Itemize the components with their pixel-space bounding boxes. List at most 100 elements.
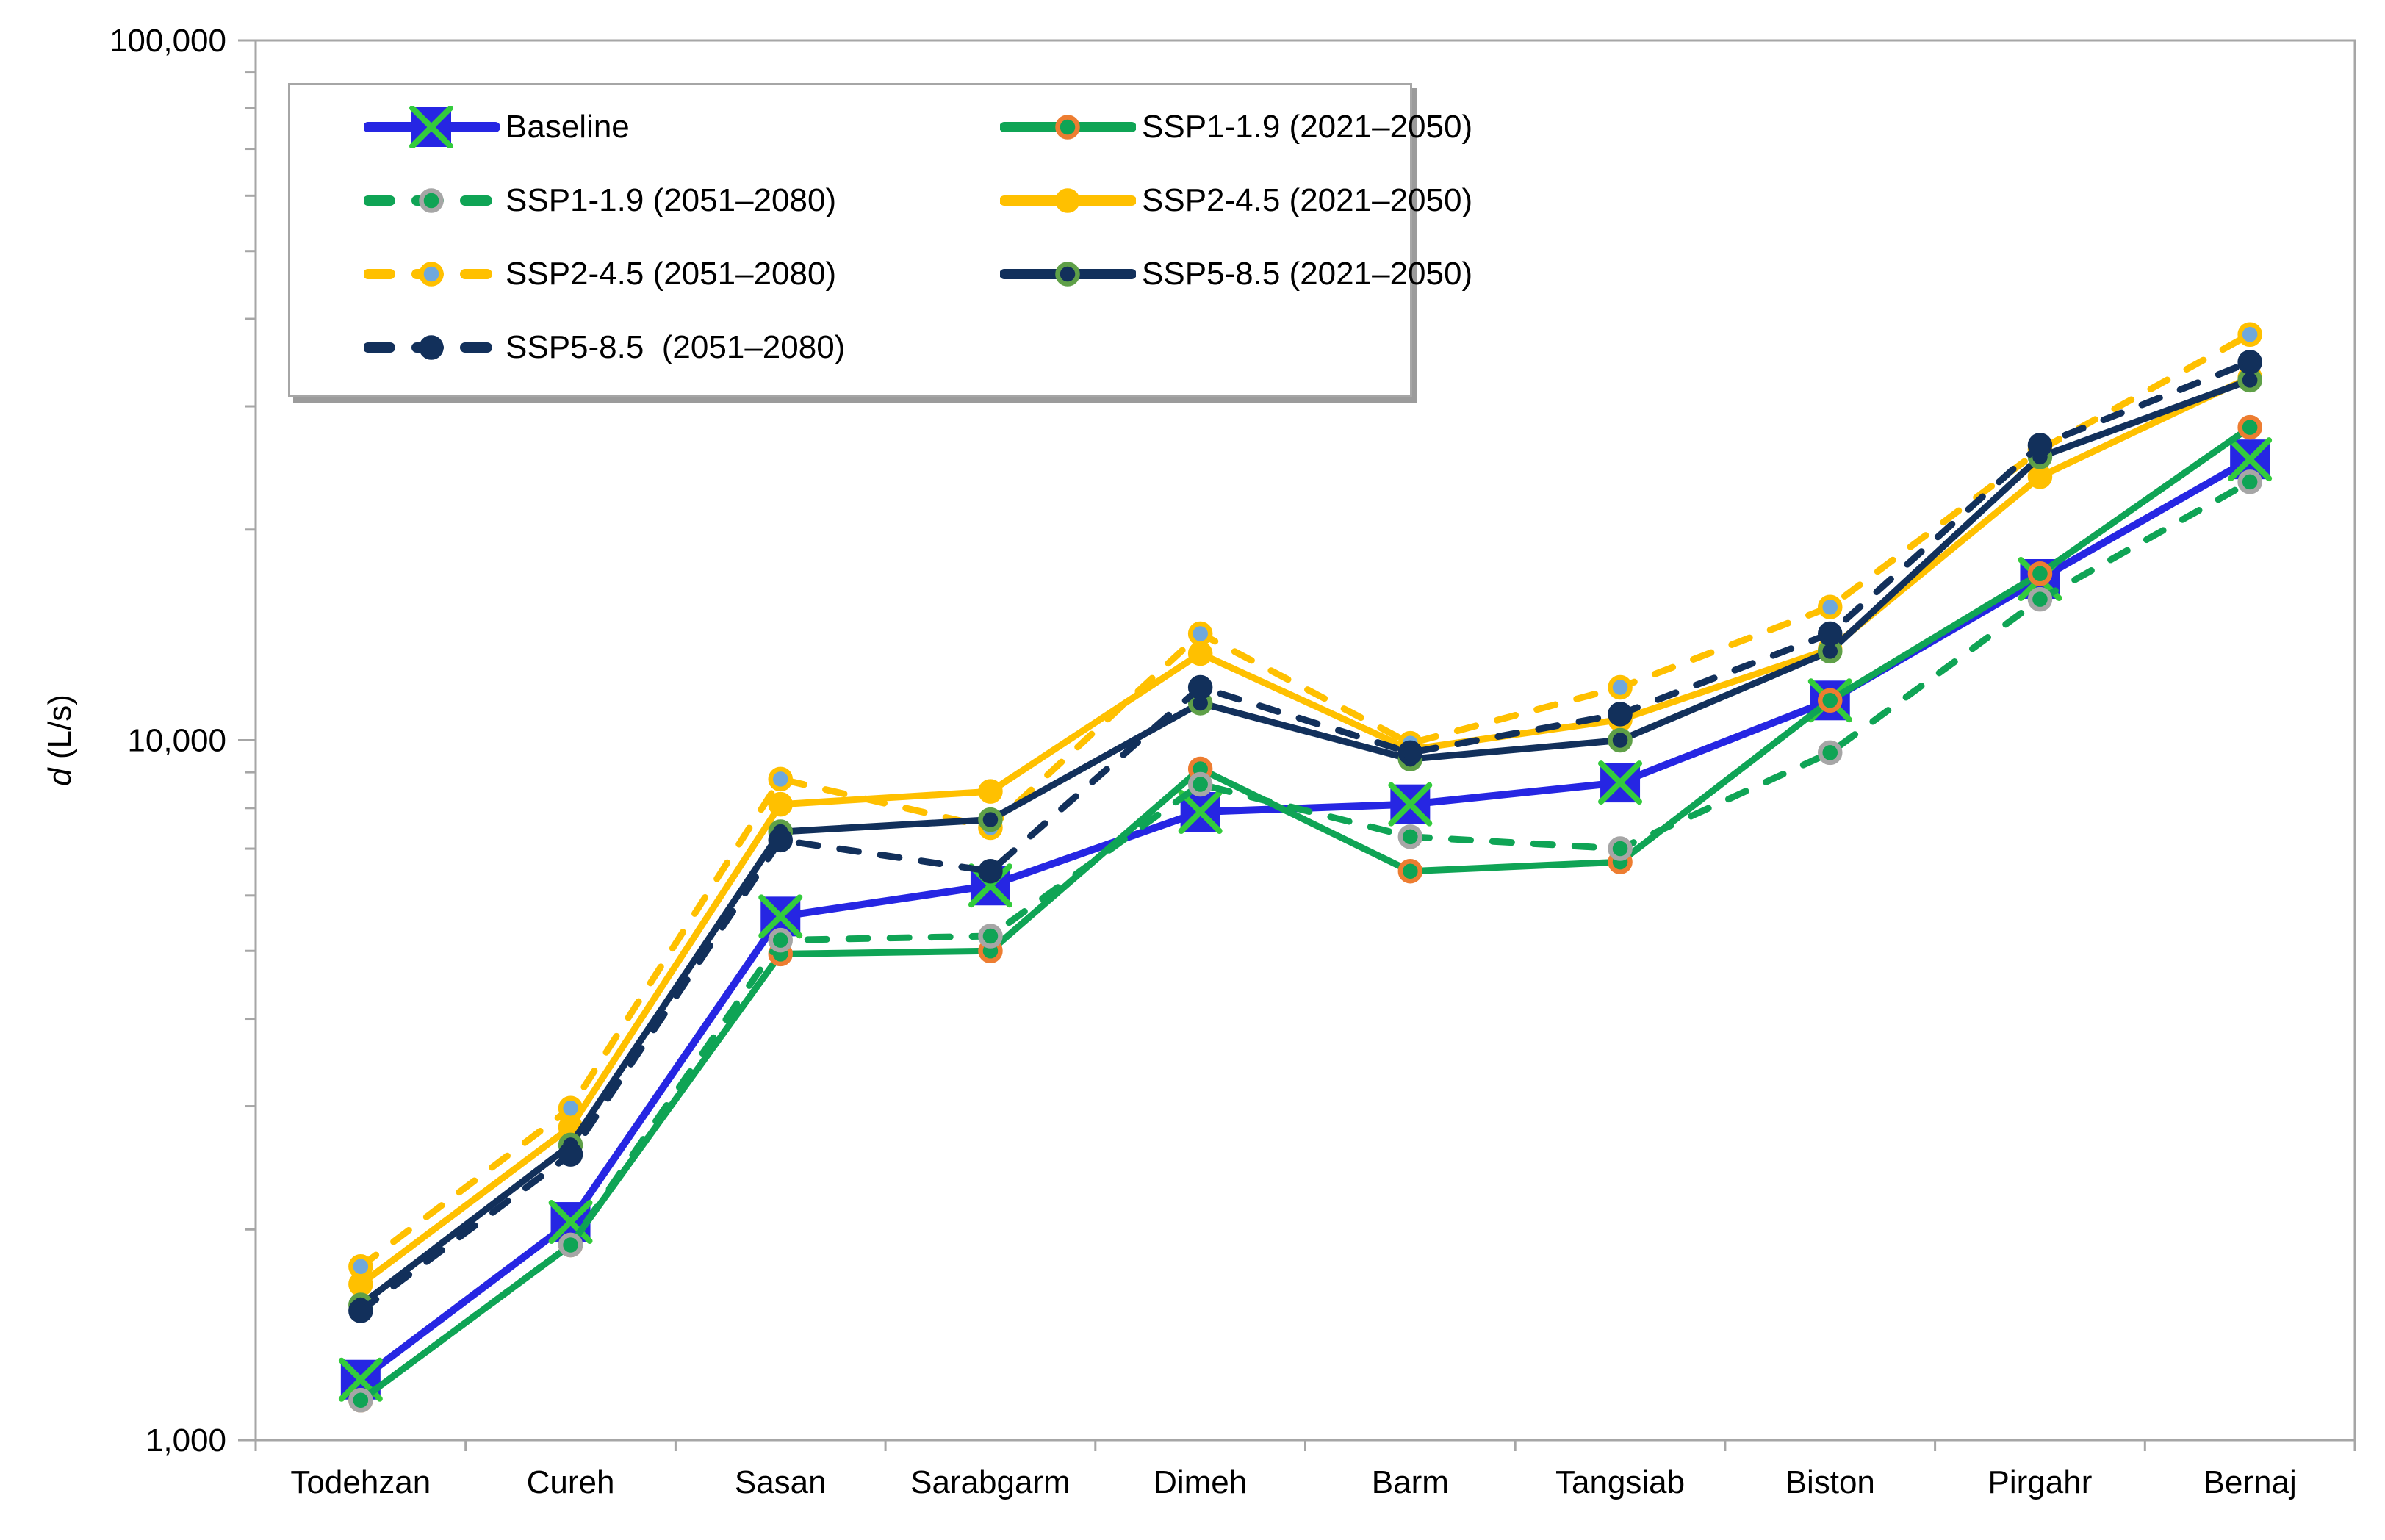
x-category-label-bernaj: Bernaj [2204, 1464, 2297, 1500]
x-category-label-todehzan: Todehzan [290, 1464, 431, 1500]
x-category-label-barm: Barm [1372, 1464, 1449, 1500]
series-line [357, 359, 2253, 1314]
data-point-marker [1187, 771, 1213, 797]
legend-marker-icon [364, 262, 500, 287]
data-point-marker [348, 1388, 373, 1413]
data-point-marker [348, 1254, 373, 1279]
data-point-marker [978, 924, 1003, 949]
series-line [357, 331, 2253, 1270]
data-point-marker [419, 188, 444, 213]
data-point-marker [1187, 674, 1213, 700]
data-point-marker [1818, 688, 1843, 713]
y-tick-label: 1,000 [145, 1422, 226, 1458]
x-category-label-sarabgarm: Sarabgarm [910, 1464, 1071, 1500]
data-point-marker [419, 335, 444, 360]
data-point-marker [1608, 674, 1633, 700]
data-point-marker [1818, 621, 1843, 647]
legend-item-ssp5-8-5-2021-2050: SSP5-8.5 (2021–2050) [1000, 253, 1472, 295]
legend-marker-icon [364, 188, 500, 213]
data-point-marker [1055, 188, 1080, 213]
x-category-label-biston: Biston [1785, 1464, 1875, 1500]
data-point-marker [1608, 836, 1633, 861]
data-point-marker [1397, 858, 1423, 884]
legend-item-ssp2-4-5-2051-2080: SSP2-4.5 (2051–2080) [364, 253, 1000, 295]
data-point-marker [768, 766, 793, 792]
x-cross-icon [338, 1357, 383, 1402]
x-cross-icon [548, 1200, 593, 1245]
legend: Baseline SSP1-1.9 (2021–2050) SSP1-1.9 (20… [288, 83, 1472, 397]
data-point-marker [768, 791, 793, 817]
legend-label: SSP5-8.5 (2051–2080) [506, 329, 846, 365]
x-category-label-dimeh: Dimeh [1154, 1464, 1247, 1500]
series-ssp1-1-9-2021-2050 [348, 414, 2262, 1413]
x-cross-icon [1598, 760, 1643, 805]
data-point-marker [2237, 350, 2262, 375]
legend-label: Baseline [506, 109, 630, 145]
data-point-marker [2027, 464, 2053, 489]
y-axis: 1,000 10,000 100,000 [109, 23, 256, 1458]
data-point-marker [1187, 621, 1213, 647]
data-point-marker [2237, 469, 2262, 494]
legend-label: SSP1-1.9 (2021–2050) [1142, 109, 1473, 145]
series-ssp1-1-9-2051-2080 [348, 469, 2262, 1413]
data-point-marker [558, 1095, 583, 1121]
data-point-marker [1055, 262, 1080, 287]
data-point-marker [1397, 824, 1423, 849]
x-category-label-tangsiab: Tangsiab [1555, 1464, 1685, 1500]
legend-marker-icon [1000, 115, 1136, 140]
x-category-label-sasan: Sasan [735, 1464, 827, 1500]
legend-marker-icon [1000, 188, 1136, 213]
data-point-marker [978, 858, 1003, 884]
data-point-marker [768, 927, 793, 953]
data-point-marker [2027, 586, 2053, 612]
legend-marker-icon [364, 335, 500, 360]
data-point-marker [558, 1232, 583, 1258]
legend-label: SSP1-1.9 (2051–2080) [506, 182, 837, 218]
series-ssp5-8-5-2051-2080 [348, 350, 2262, 1323]
y-axis-title: d (L/s) [42, 694, 78, 786]
x-cross-icon [968, 863, 1012, 908]
x-cross-icon [758, 894, 803, 939]
data-point-marker [1397, 740, 1423, 766]
series-baseline [338, 437, 2273, 1402]
series-line [357, 424, 2253, 1404]
legend-marker-icon [364, 106, 500, 148]
data-point-marker [558, 1142, 583, 1167]
legend-item-ssp1-1-9-2021-2050: SSP1-1.9 (2021–2050) [1000, 106, 1472, 148]
data-point-marker [1608, 702, 1633, 727]
data-point-marker [1187, 641, 1213, 666]
x-cross-icon [409, 106, 453, 148]
data-point-marker [2027, 561, 2053, 586]
data-point-marker [419, 262, 444, 287]
data-point-marker [2237, 322, 2262, 348]
data-point-marker [1055, 115, 1080, 140]
data-point-marker [348, 1298, 373, 1323]
series-ssp2-4-5-2051-2080 [348, 322, 2262, 1279]
series-line [357, 376, 2253, 1309]
legend-label: SSP2-4.5 (2051–2080) [506, 256, 837, 292]
legend-label: SSP5-8.5 (2021–2050) [1142, 256, 1473, 292]
series-line [357, 478, 2253, 1404]
y-tick-label: 100,000 [109, 23, 226, 59]
legend-item-ssp1-1-9-2051-2080: SSP1-1.9 (2051–2080) [364, 179, 1000, 222]
x-category-label-cureh: Cureh [527, 1464, 615, 1500]
data-point-marker [1608, 727, 1633, 753]
y-tick-label: 10,000 [127, 723, 226, 759]
data-point-marker [2237, 414, 2262, 440]
x-axis: Todehzan Cureh Sasan Sarabgarm Dimeh Barm Tang… [254, 1440, 2356, 1500]
legend-item-ssp5-8-5-2051-2080: SSP5-8.5 (2051–2080) [364, 326, 1000, 369]
x-cross-icon [1388, 782, 1433, 827]
data-point-marker [768, 827, 793, 853]
x-cross-icon [1178, 790, 1223, 835]
series-line [356, 456, 2254, 1384]
legend-item-ssp2-4-5-2021-2050: SSP2-4.5 (2021–2050) [1000, 179, 1472, 222]
x-cross-icon [2228, 437, 2273, 482]
legend-item-baseline: Baseline [364, 106, 1000, 148]
x-category-label-pirgahr: Pirgahr [1988, 1464, 2093, 1500]
data-point-marker [1818, 740, 1843, 766]
data-point-marker [1818, 594, 1843, 619]
data-point-marker [978, 807, 1003, 832]
legend-marker-icon [1000, 262, 1136, 287]
data-point-marker [2027, 433, 2053, 458]
